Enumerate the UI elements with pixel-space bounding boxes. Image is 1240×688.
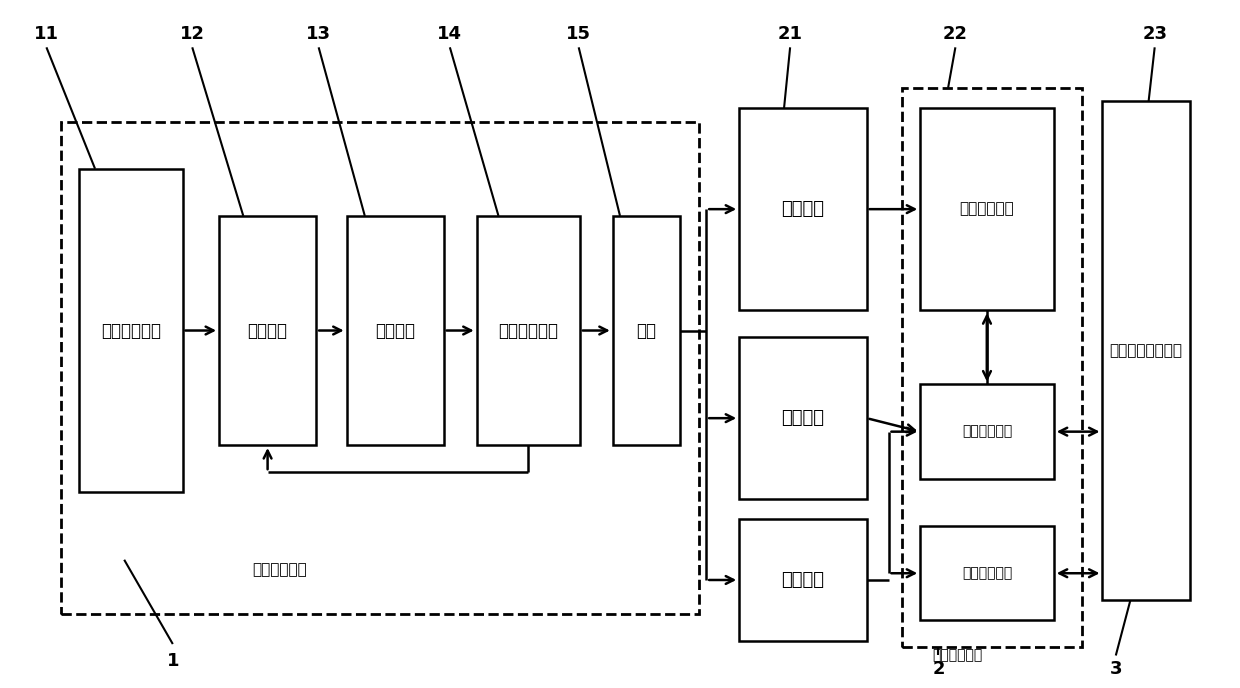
Text: 硬件加速模块: 硬件加速模块 <box>932 649 983 663</box>
Text: 指令处理单元: 指令处理单元 <box>253 562 308 577</box>
Bar <box>739 519 867 641</box>
Text: 数据搬运: 数据搬运 <box>781 409 825 427</box>
Text: 15: 15 <box>567 25 591 43</box>
Text: 2: 2 <box>932 660 945 678</box>
Bar <box>920 526 1054 621</box>
Bar <box>920 108 1054 310</box>
Text: 数据运算单元: 数据运算单元 <box>960 202 1014 217</box>
Text: 3: 3 <box>1110 660 1122 678</box>
Bar <box>476 216 580 445</box>
Bar <box>739 337 867 499</box>
Text: 12: 12 <box>180 25 205 43</box>
Text: 译码模块: 译码模块 <box>376 321 415 339</box>
Text: 1: 1 <box>166 652 179 670</box>
Bar <box>920 385 1054 479</box>
Text: 23: 23 <box>1142 25 1167 43</box>
Bar <box>79 169 182 493</box>
Text: 输出缓存单元: 输出缓存单元 <box>962 566 1012 580</box>
Bar <box>61 122 699 614</box>
Text: 11: 11 <box>33 25 60 43</box>
Bar <box>1102 101 1190 600</box>
Text: 21: 21 <box>777 25 802 43</box>
Bar <box>613 216 680 445</box>
Text: 指令队列模块: 指令队列模块 <box>100 321 161 339</box>
Text: 取指模块: 取指模块 <box>248 321 288 339</box>
Text: 外部数据内存单元: 外部数据内存单元 <box>1110 343 1183 358</box>
Bar <box>346 216 444 445</box>
Text: 14: 14 <box>438 25 463 43</box>
Bar <box>901 88 1081 647</box>
Text: 22: 22 <box>942 25 968 43</box>
Text: 指令序列模块: 指令序列模块 <box>498 321 558 339</box>
Bar <box>739 108 867 310</box>
Text: 执行: 执行 <box>636 321 656 339</box>
Text: 13: 13 <box>306 25 331 43</box>
Text: 访存操作: 访存操作 <box>781 571 825 589</box>
Bar <box>219 216 316 445</box>
Text: 输入缓存单元: 输入缓存单元 <box>962 424 1012 439</box>
Text: 运算执行: 运算执行 <box>781 200 825 218</box>
